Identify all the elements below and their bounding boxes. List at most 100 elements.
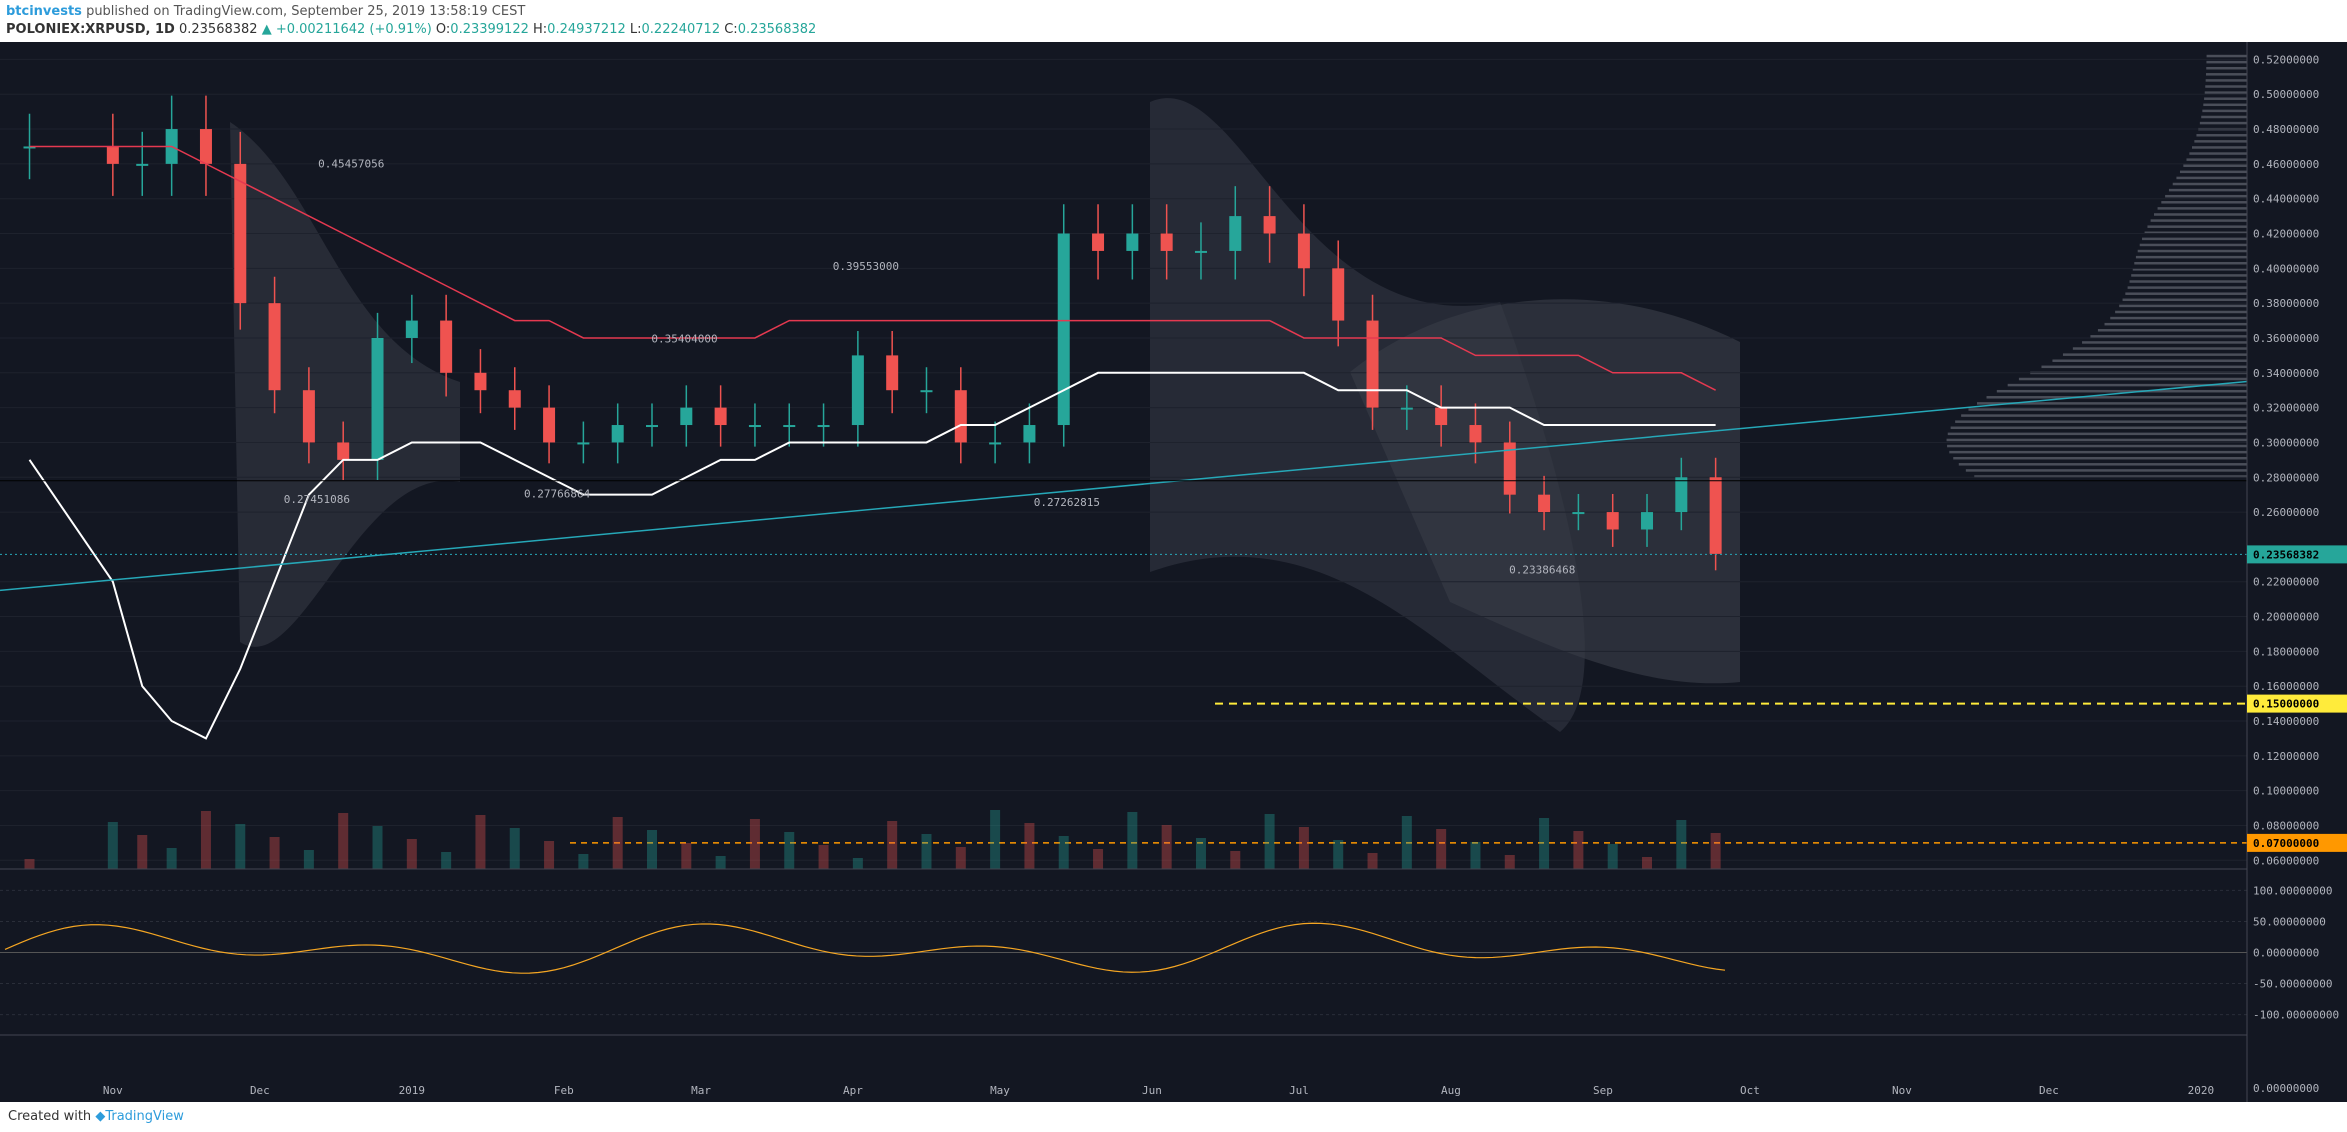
ma-lines (0, 145, 2248, 844)
volume-profile-bar (2110, 316, 2247, 320)
time-tick-label: Jul (1289, 1084, 1309, 1097)
candle-body (1503, 442, 1516, 495)
volume-bar (1264, 814, 1275, 869)
volume-bar (1710, 833, 1721, 869)
price-tick-label: 0.42000000 (2253, 228, 2319, 241)
candle-body (1709, 477, 1722, 554)
volume-bar (544, 841, 555, 869)
tradingview-logo-icon[interactable]: ◆ (95, 1109, 106, 1124)
price-axis[interactable] (2247, 42, 2347, 1102)
volume-profile-bar (2135, 255, 2247, 259)
candle-body (680, 407, 693, 426)
volume-profile-bar (2062, 353, 2247, 356)
volume-bar (1161, 825, 1172, 869)
volume-profile-bar (2206, 54, 2247, 58)
volume-profile-bar (2115, 310, 2247, 314)
h-label: H: (533, 22, 548, 37)
volume-profile-bar (2129, 280, 2247, 283)
volume-profile-bar (2125, 292, 2247, 295)
volume-bar (749, 819, 760, 869)
volume-bar (1024, 823, 1035, 869)
price-chart[interactable]: 0.45457056 0.27451086 0.27766864 0.35404000… (0, 42, 2347, 1102)
time-tick-label: Aug (1441, 1084, 1461, 1097)
price-annotation: 0.45457056 (318, 157, 384, 170)
c-label: C: (724, 22, 738, 37)
volume-profile-bar (2104, 322, 2247, 326)
volume-bar (166, 848, 177, 869)
price-tag-label: 0.15000000 (2253, 698, 2319, 711)
volume-profile-bar (2189, 152, 2247, 155)
volume-bar (1367, 853, 1378, 869)
candle-body (440, 320, 453, 373)
volume-profile-bar (2127, 286, 2247, 289)
candle-body (989, 442, 1002, 445)
publish-header: btcinvests published on TradingView.com,… (0, 0, 2347, 42)
volume-bars (24, 810, 1721, 869)
volume-profile-bar (2206, 66, 2247, 70)
candle-body (1469, 425, 1482, 443)
volume-profile-bar (2201, 115, 2247, 119)
volume-profile-bar (2007, 383, 2247, 387)
time-tick-label: Nov (1892, 1084, 1912, 1097)
candle-body (1366, 320, 1379, 408)
volume-profile-bar (2132, 268, 2247, 271)
volume-bar (475, 815, 486, 869)
author-link[interactable]: btcinvests (6, 4, 82, 19)
volume-profile-bar (1950, 426, 2247, 430)
volume-bar (1470, 842, 1481, 869)
candle-body (1194, 250, 1207, 253)
volume-profile-bar (2161, 201, 2247, 204)
time-axis[interactable]: Nov Dec 2019 Feb Mar Apr May Jun Jul Aug Sep Oct Nov… (103, 1084, 2214, 1097)
candle-body (234, 163, 247, 304)
volume-bar (1333, 840, 1344, 869)
price-annotation: 0.27766864 (524, 487, 591, 500)
symbol-info: POLONIEX:XRPUSD, 1D 0.23568382 ▲ +0.0021… (6, 22, 816, 37)
volume-bar (137, 835, 148, 869)
volume-profile-bar (1965, 469, 2247, 472)
volume-profile-bar (2097, 329, 2247, 332)
candle-body (1435, 407, 1448, 426)
volume-bar (1436, 829, 1447, 869)
candle-body (714, 407, 727, 426)
volume-bar (647, 830, 658, 869)
volume-profile-bar (1947, 432, 2247, 436)
publish-date: published on TradingView.com, September … (86, 4, 526, 19)
volume-profile-bar (1953, 456, 2247, 460)
volume-bar (406, 839, 417, 869)
volume-bar (612, 817, 623, 869)
volume-profile-bar (2205, 79, 2247, 82)
volume-bar (681, 843, 692, 869)
volume-profile-bar (2157, 207, 2247, 210)
volume-bar (955, 847, 966, 869)
volume-bar (1230, 851, 1241, 869)
price-tick-label: 0.40000000 (2253, 262, 2319, 275)
volume-bar (784, 832, 795, 869)
volume-profile-bar (2172, 182, 2247, 186)
bollinger-cloud-3 (1350, 299, 1740, 684)
candle-body (886, 355, 899, 391)
volume-profile-bar (2205, 73, 2247, 76)
time-tick-label: Dec (2039, 1084, 2059, 1097)
volume-bar (1539, 818, 1550, 869)
candle-body (302, 390, 315, 443)
candle-body (748, 425, 761, 428)
price-annotation: 0.35404000 (651, 332, 717, 345)
open-value: 0.23399122 (450, 22, 529, 37)
volume-bar (852, 858, 863, 869)
chart-area[interactable]: 0.45457056 0.27451086 0.27766864 0.35404000… (0, 42, 2347, 1102)
volume-profile-bar (2072, 347, 2247, 350)
time-tick-label: Apr (843, 1084, 863, 1097)
price-annotation: 0.39553000 (833, 260, 899, 273)
volume-bar (990, 810, 1001, 869)
volume-bar (818, 845, 829, 869)
price-tick-label: 0.16000000 (2253, 680, 2319, 693)
volume-bar (24, 859, 35, 869)
volume-profile-bar (1947, 444, 2247, 448)
volume-profile-bar (1946, 438, 2247, 442)
candle-body (405, 320, 418, 338)
indicator-tick-label: -50.00000000 (2253, 978, 2332, 991)
tradingview-brand[interactable]: TradingView (105, 1109, 184, 1124)
price-tick-label: 0.36000000 (2253, 332, 2319, 345)
ma-white-line (28, 371, 1716, 740)
indicator-tick-label: 0.00000000 (2253, 947, 2319, 960)
